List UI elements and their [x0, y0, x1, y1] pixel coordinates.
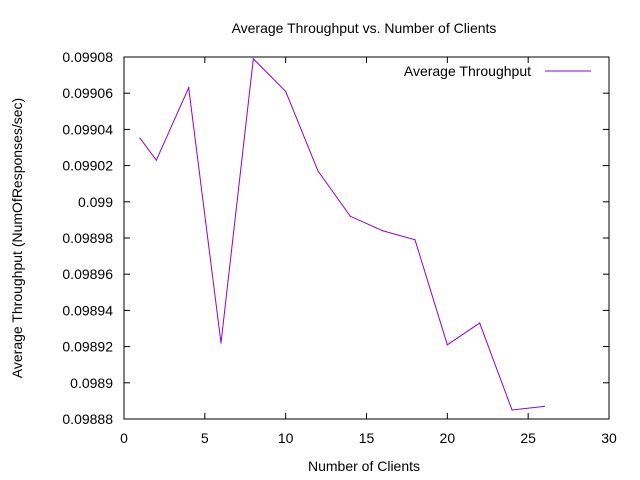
- y-tick-label: 0.09896: [62, 266, 113, 282]
- data-point: [382, 230, 384, 232]
- data-point: [414, 239, 416, 241]
- x-tick-label: 25: [520, 430, 536, 446]
- data-point: [349, 215, 351, 217]
- data-point: [155, 159, 157, 161]
- y-tick-label: 0.09902: [62, 158, 113, 174]
- data-point: [188, 87, 190, 89]
- data-point: [139, 137, 141, 140]
- series-layer: [139, 57, 545, 411]
- x-axis-label: Number of Clients: [308, 458, 420, 474]
- x-tick-label: 5: [201, 430, 209, 446]
- data-point: [220, 342, 222, 344]
- data-point: [317, 170, 319, 172]
- data-point: [446, 344, 448, 346]
- data-point: [252, 58, 254, 60]
- y-tick-label: 0.09906: [62, 85, 113, 101]
- chart-title: Average Throughput vs. Number of Clients: [232, 20, 497, 36]
- y-tick-label: 0.09904: [62, 121, 113, 137]
- y-tick-label: 0.09894: [62, 302, 113, 318]
- axis-ticks: 0 5 10 15 20 25 30 0.09888 0.0989 0.09892 0.09894 0…: [62, 49, 617, 446]
- y-tick-label: 0.09892: [62, 339, 113, 355]
- x-tick-label: 15: [359, 430, 375, 446]
- x-tick-label: 30: [601, 430, 617, 446]
- x-tick-label: 10: [278, 430, 294, 446]
- y-tick-label: 0.09908: [62, 49, 113, 65]
- y-tick-label: 0.099: [78, 194, 113, 210]
- x-tick-label: 20: [440, 430, 456, 446]
- y-tick-label: 0.0989: [70, 375, 113, 391]
- data-point: [511, 409, 513, 411]
- legend: Average Throughput: [404, 63, 591, 79]
- data-point: [479, 322, 481, 324]
- data-point: [285, 90, 287, 92]
- legend-label: Average Throughput: [404, 63, 531, 79]
- data-point: [543, 405, 545, 407]
- y-axis-label: Average Throughput (NumOfResponses/sec): [9, 98, 25, 378]
- x-tick-label: 0: [120, 430, 128, 446]
- series-line: [139, 57, 545, 411]
- y-tick-label: 0.09888: [62, 411, 113, 427]
- y-tick-label: 0.09898: [62, 230, 113, 246]
- plot-frame: [123, 56, 610, 420]
